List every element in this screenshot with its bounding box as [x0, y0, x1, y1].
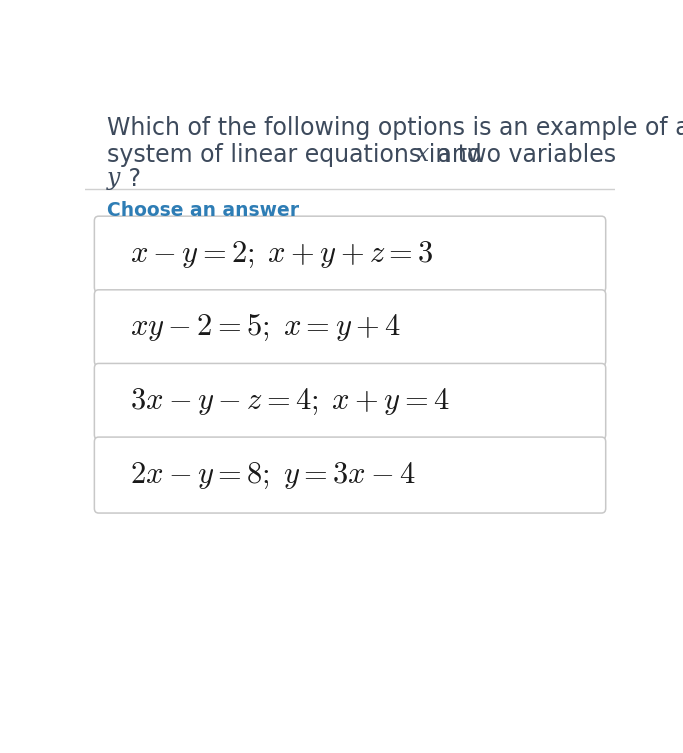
Text: y: y: [107, 167, 120, 190]
Text: Choose an answer: Choose an answer: [107, 200, 298, 220]
Text: $2x - y = 8;\; y = 3x - 4$: $2x - y = 8;\; y = 3x - 4$: [130, 459, 417, 490]
Text: Which of the following options is an example of a: Which of the following options is an exa…: [107, 117, 683, 141]
Text: $3x - y - z = 4;\; x + y = 4$: $3x - y - z = 4;\; x + y = 4$: [130, 386, 450, 417]
Text: $xy - 2 = 5;\; x = y + 4$: $xy - 2 = 5;\; x = y + 4$: [130, 312, 402, 343]
Text: system of linear equations in two variables: system of linear equations in two variab…: [107, 142, 623, 166]
Text: $x - y = 2;\; x + y + z = 3$: $x - y = 2;\; x + y + z = 3$: [130, 239, 434, 270]
FancyBboxPatch shape: [94, 216, 606, 292]
Text: ?: ?: [121, 167, 141, 191]
FancyBboxPatch shape: [94, 437, 606, 513]
FancyBboxPatch shape: [94, 364, 606, 440]
Text: x: x: [416, 142, 429, 166]
FancyBboxPatch shape: [94, 290, 606, 366]
Text: and: and: [430, 142, 482, 166]
